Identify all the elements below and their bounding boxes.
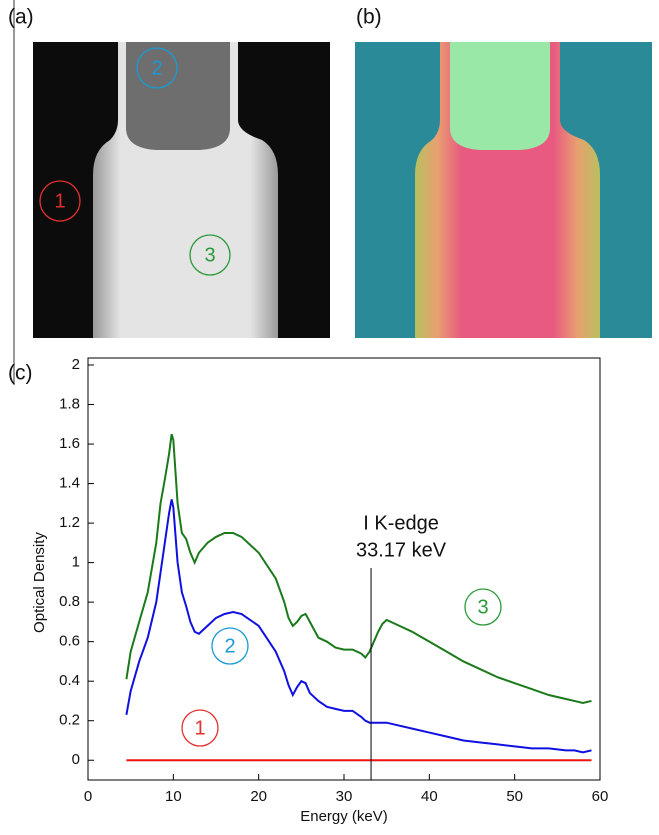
x-axis-label: Energy (keV): [300, 808, 388, 825]
marker: 2: [151, 57, 162, 79]
series-line: [125, 433, 592, 704]
y-tick-label: 0: [72, 751, 80, 768]
series-label: 2: [224, 635, 235, 657]
series-line: [125, 499, 592, 754]
plot: 0 10 20 30 40 50 60 0 0.2 0.4 0.6 0.8 1 1.2 1.4 1.6 1.8 2…: [31, 356, 608, 825]
series-label-circle: [464, 588, 502, 626]
vial-top-b: [450, 42, 550, 150]
x-tick-label: 0: [84, 788, 92, 805]
series-label: 1: [194, 717, 205, 739]
y-tick-label: 0.2: [59, 712, 80, 729]
marker-circle: [136, 47, 178, 89]
panel-label: (b): [356, 6, 382, 29]
series-label: 3: [477, 596, 488, 618]
kedge-value-label: 33.17 keV: [356, 539, 447, 561]
y-tick-label: 2: [72, 356, 80, 373]
y-tick-label: 0.6: [59, 633, 80, 650]
y-axis-label: Optical Density: [31, 532, 48, 633]
marker-circle: [39, 180, 81, 222]
x-tick-label: 10: [165, 788, 182, 805]
x-tick-label: 20: [250, 788, 267, 805]
marker-circle: [189, 234, 231, 276]
x-tick-label: 60: [592, 788, 609, 805]
marker: 3: [204, 244, 215, 266]
y-tick-label: 1.8: [59, 395, 80, 412]
x-tick-label: 40: [421, 788, 438, 805]
x-tick-label: 30: [336, 788, 353, 805]
y-tick-label: 1.6: [59, 435, 80, 452]
y-tick-label: 1: [72, 554, 80, 571]
y-tick-label: 0.4: [59, 672, 80, 689]
x-tick-label: 50: [506, 788, 523, 805]
series-label-circle: [181, 709, 219, 747]
y-tick-label: 0.8: [59, 593, 80, 610]
y-tick-label: 1.2: [59, 514, 80, 531]
panel-label: (a): [8, 6, 34, 29]
series-label-circle: [211, 627, 249, 665]
y-tick-label: 1.4: [59, 475, 80, 492]
marker: 1: [54, 190, 65, 212]
panel-label: (c): [8, 362, 33, 385]
kedge-label: I K-edge: [363, 512, 439, 534]
vial-top-a: [126, 42, 230, 150]
plot-frame: [87, 357, 601, 781]
